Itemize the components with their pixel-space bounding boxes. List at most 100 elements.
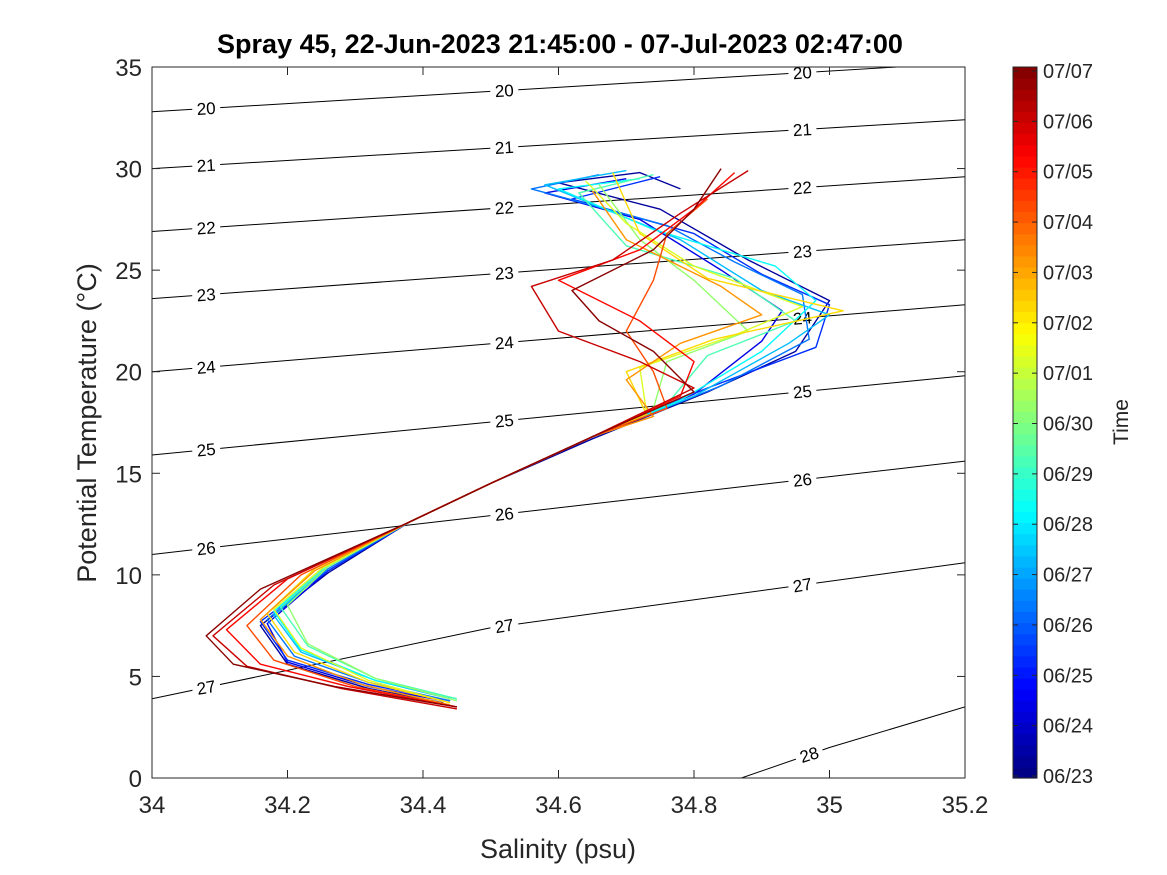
x-tick-label: 34.4 bbox=[400, 792, 447, 819]
colorbar-segment bbox=[1013, 478, 1037, 490]
contour-label-bg bbox=[191, 216, 221, 239]
contour-label-bg bbox=[787, 176, 818, 199]
contour-label-26: 26 bbox=[196, 538, 217, 559]
colorbar-tick-label: 07/03 bbox=[1043, 262, 1093, 284]
contour-label-20: 20 bbox=[494, 81, 514, 101]
colorbar-tick-label: 06/26 bbox=[1043, 615, 1093, 637]
contour-line-26 bbox=[152, 460, 965, 555]
colorbar-segment bbox=[1013, 711, 1037, 724]
contour-label-27: 27 bbox=[792, 575, 814, 597]
contour-label-bg bbox=[191, 438, 222, 462]
colorbar: 06/23 06/24 06/25 06/26 06/27 06/28 06/29 06/30… bbox=[1012, 61, 1093, 788]
contour-label-27: 27 bbox=[195, 677, 217, 699]
chart-title: Spray 45, 22-Jun-2023 21:45:00 - 07-Jul-… bbox=[217, 29, 903, 59]
contour-line-28 bbox=[741, 706, 965, 778]
colorbar-segment bbox=[1013, 666, 1037, 679]
colorbar-segment bbox=[1013, 433, 1037, 446]
contour-label-bg bbox=[489, 502, 520, 526]
contour-label-bg bbox=[787, 118, 817, 141]
contour-label-20: 20 bbox=[196, 99, 216, 119]
x-tick-label: 34 bbox=[139, 792, 166, 819]
contour-label-bg bbox=[191, 97, 221, 120]
plot-area bbox=[152, 67, 965, 778]
colorbar-segment bbox=[1013, 611, 1037, 624]
colorbar-segment bbox=[1013, 755, 1037, 768]
colorbar-segment bbox=[1013, 489, 1037, 501]
contour-label-21: 21 bbox=[792, 120, 812, 140]
colorbar-segment bbox=[1013, 500, 1037, 512]
contour-label-24: 24 bbox=[494, 333, 514, 353]
colorbar-segment bbox=[1013, 133, 1037, 146]
y-axis-label: Potential Temperature (°C) bbox=[72, 263, 102, 582]
y-tick-label: 5 bbox=[129, 664, 142, 691]
colorbar-tick-label: 06/23 bbox=[1043, 766, 1093, 788]
colorbar-segment bbox=[1013, 333, 1037, 346]
colorbar-segment bbox=[1013, 155, 1037, 168]
contour-label-bg bbox=[489, 196, 519, 219]
contour-label-bg bbox=[191, 283, 221, 306]
contour-label-bg bbox=[792, 740, 826, 769]
colorbar-segment bbox=[1013, 355, 1037, 368]
contour-line-21 bbox=[152, 119, 965, 170]
colorbar-tick-label: 06/29 bbox=[1043, 464, 1093, 486]
contour-label-26: 26 bbox=[792, 470, 813, 491]
x-tick-label: 35.2 bbox=[942, 792, 989, 819]
colorbar-segment bbox=[1013, 633, 1037, 646]
colorbar-segment bbox=[1013, 233, 1037, 246]
y-tick-label: 30 bbox=[115, 157, 142, 184]
colorbar-segment bbox=[1013, 400, 1037, 412]
colorbar-segment bbox=[1013, 389, 1037, 401]
colorbar-segment bbox=[1013, 566, 1037, 579]
colorbar-segment bbox=[1013, 544, 1037, 557]
colorbar-tick-label: 07/07 bbox=[1043, 61, 1093, 83]
colorbar-segment bbox=[1013, 278, 1037, 290]
colorbar-segment bbox=[1013, 344, 1037, 357]
colorbar-segment bbox=[1013, 444, 1037, 457]
contour-label-26: 26 bbox=[494, 504, 515, 525]
profile-line-07-07 bbox=[205, 168, 722, 708]
contour-label-28: 28 bbox=[797, 743, 821, 767]
contour-line-23 bbox=[152, 239, 965, 300]
colorbar-segment bbox=[1013, 766, 1037, 779]
colorbar-segment bbox=[1013, 200, 1037, 213]
contour-label-bg bbox=[489, 331, 520, 354]
colorbar-segment bbox=[1013, 466, 1037, 479]
colorbar-segment bbox=[1013, 655, 1037, 668]
colorbar-tick-label: 07/05 bbox=[1043, 162, 1093, 184]
colorbar-segment bbox=[1013, 522, 1037, 535]
colorbar-segment bbox=[1013, 89, 1037, 101]
colorbar-segment bbox=[1013, 378, 1037, 390]
density-contours bbox=[152, 67, 965, 778]
colorbar-frame bbox=[1012, 66, 1038, 779]
contour-label-bg bbox=[787, 240, 818, 263]
colorbar-segment bbox=[1013, 533, 1037, 546]
colorbar-segment bbox=[1013, 311, 1037, 324]
colorbar-tick-label: 06/27 bbox=[1043, 565, 1093, 587]
colorbar-segment bbox=[1013, 622, 1037, 635]
colorbar-segment bbox=[1013, 189, 1037, 201]
contour-label-bg bbox=[787, 468, 818, 492]
contour-label-27: 27 bbox=[493, 615, 515, 637]
colorbar-segment bbox=[1013, 733, 1037, 746]
colorbar-tick-label: 07/04 bbox=[1043, 212, 1093, 234]
colorbar-segment bbox=[1013, 644, 1037, 657]
x-tick-label: 34.6 bbox=[535, 792, 582, 819]
contour-label-bg bbox=[191, 154, 221, 177]
colorbar-segment bbox=[1013, 122, 1037, 135]
y-tick-label: 25 bbox=[115, 258, 142, 285]
colorbar-segment bbox=[1013, 600, 1037, 612]
contour-label-21: 21 bbox=[196, 156, 216, 176]
contour-label-22: 22 bbox=[494, 198, 514, 218]
density-contour-labels: 2020202121212222222323232424242525252626… bbox=[190, 61, 826, 769]
colorbar-tick-label: 06/28 bbox=[1043, 514, 1093, 536]
x-tick-label: 34.8 bbox=[671, 792, 718, 819]
contour-label-bg bbox=[787, 380, 818, 403]
profile-lines bbox=[205, 168, 844, 710]
colorbar-segment bbox=[1013, 222, 1037, 235]
contour-label-25: 25 bbox=[792, 382, 813, 403]
contour-label-20: 20 bbox=[792, 63, 812, 83]
colorbar-segment bbox=[1013, 678, 1037, 690]
contour-label-23: 23 bbox=[196, 285, 216, 305]
x-axis-ticks: 34 34.2 34.4 34.6 34.8 35 35.2 bbox=[139, 67, 989, 819]
